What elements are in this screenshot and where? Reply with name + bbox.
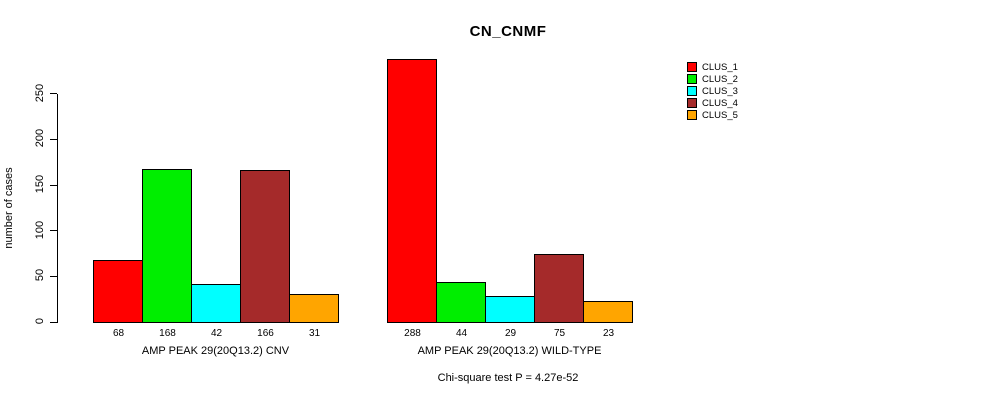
bar-clus_3-group1 bbox=[191, 284, 241, 323]
legend-item-clus_5: CLUS_5 bbox=[687, 109, 738, 121]
x-group-label-1: AMP PEAK 29(20Q13.2) CNV bbox=[141, 345, 290, 357]
bar-value-label: 166 bbox=[257, 328, 274, 339]
legend-swatch-icon bbox=[687, 86, 697, 96]
bar-clus_2-group1 bbox=[142, 169, 192, 323]
legend-label: CLUS_4 bbox=[702, 97, 738, 109]
bar-clus_1-group1 bbox=[93, 260, 143, 323]
y-tick bbox=[50, 184, 57, 186]
bar-clus_5-group2 bbox=[583, 301, 633, 323]
bar-value-label: 31 bbox=[308, 328, 321, 339]
legend-label: CLUS_5 bbox=[702, 109, 738, 121]
bar-value-label: 75 bbox=[553, 328, 566, 339]
bar-value-label: 42 bbox=[210, 328, 223, 339]
legend-swatch-icon bbox=[687, 74, 697, 84]
bar-value-label: 288 bbox=[404, 328, 421, 339]
bar-clus_4-group2 bbox=[534, 254, 584, 323]
bar-value-label: 23 bbox=[602, 328, 615, 339]
legend-item-clus_4: CLUS_4 bbox=[687, 97, 738, 109]
y-tick bbox=[50, 321, 57, 323]
legend-label: CLUS_2 bbox=[702, 73, 738, 85]
chart-title: CN_CNMF bbox=[469, 23, 547, 40]
chi-square-footnote: Chi-square test P = 4.27e-52 bbox=[437, 372, 579, 384]
bar-clus_1-group2 bbox=[387, 59, 437, 323]
legend-item-clus_3: CLUS_3 bbox=[687, 85, 738, 97]
bar-value-label: 44 bbox=[455, 328, 468, 339]
y-axis-line bbox=[57, 94, 58, 323]
legend-swatch-icon bbox=[687, 62, 697, 72]
legend-item-clus_1: CLUS_1 bbox=[687, 61, 738, 73]
legend-item-clus_2: CLUS_2 bbox=[687, 73, 738, 85]
y-tick bbox=[50, 93, 57, 95]
bar-clus_3-group2 bbox=[485, 296, 535, 323]
legend-label: CLUS_1 bbox=[702, 61, 738, 73]
bar-clus_2-group2 bbox=[436, 282, 486, 323]
y-tick bbox=[50, 275, 57, 277]
y-tick bbox=[50, 138, 57, 140]
bar-value-label: 29 bbox=[504, 328, 517, 339]
bar-clus_4-group1 bbox=[240, 170, 290, 323]
y-tick bbox=[50, 230, 57, 232]
bar-clus_5-group1 bbox=[289, 294, 339, 323]
legend-label: CLUS_3 bbox=[702, 85, 738, 97]
legend-swatch-icon bbox=[687, 98, 697, 108]
x-group-label-2: AMP PEAK 29(20Q13.2) WILD-TYPE bbox=[417, 345, 602, 357]
legend-swatch-icon bbox=[687, 110, 697, 120]
bar-value-label: 68 bbox=[112, 328, 125, 339]
bar-value-label: 168 bbox=[159, 328, 176, 339]
